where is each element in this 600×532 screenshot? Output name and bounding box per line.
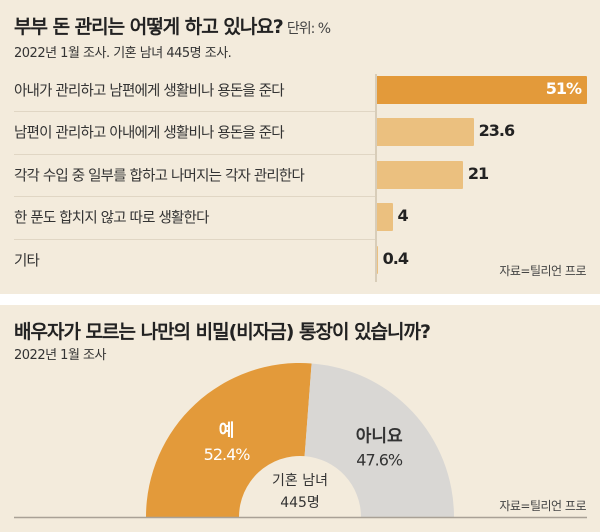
value-label: 4: [397, 206, 409, 225]
unit-label: 단위: %: [286, 21, 331, 37]
bar-row: 남편이 관리하고 아내에게 생활비나 용돈을 준다: [14, 111, 374, 153]
chart-subtitle: 2022년 1월 조사. 기혼 남녀 445명 조사.: [14, 46, 232, 61]
value-label: 23.6: [478, 121, 515, 140]
row-separator: [14, 111, 375, 112]
bar-chart-panel: 부부 돈 관리는 어떻게 하고 있나요? 단위: % 2022년 1월 조사. 기…: [0, 0, 600, 294]
source-label: 자료=틸리언 프로: [499, 499, 586, 513]
category-label: 아내가 관리하고 남편에게 생활비나 용돈을 준다: [14, 83, 285, 100]
bar-row: 기타: [14, 239, 374, 281]
value-label: 0.4: [382, 249, 409, 268]
slice-label: 아니요: [356, 427, 403, 447]
center-count: 445명: [280, 495, 320, 511]
category-label: 각각 수입 중 일부를 합하고 나머지는 각자 관리한다: [14, 168, 305, 185]
source-label: 자료=틸리언 프로: [499, 264, 586, 278]
center-label: 기혼 남녀: [272, 473, 328, 489]
slice-yes: [146, 363, 312, 517]
donut-chart-panel: 배우자가 모르는 나만의 비밀(비자금) 통장이 있습니까? 2022년 1월 …: [0, 305, 600, 532]
category-label: 기타: [14, 253, 40, 270]
axis-line: [375, 74, 377, 282]
bar: [376, 203, 393, 231]
slice-label: 예: [219, 421, 235, 441]
bar: [376, 76, 587, 104]
row-separator: [14, 154, 375, 155]
bar-row: 아내가 관리하고 남편에게 생활비나 용돈을 준다: [14, 69, 374, 111]
row-separator: [14, 239, 375, 240]
bar: [376, 118, 474, 146]
category-label: 남편이 관리하고 아내에게 생활비나 용돈을 준다: [14, 125, 285, 142]
slice-value: 47.6%: [356, 451, 403, 470]
slice-no: [304, 363, 454, 517]
category-label: 한 푼도 합치지 않고 따로 생활한다: [14, 210, 209, 227]
value-label: 21: [467, 164, 489, 183]
bar: [376, 161, 463, 189]
bar-row: 한 푼도 합치지 않고 따로 생활한다: [14, 196, 374, 238]
row-separator: [14, 196, 375, 197]
bar-row: 각각 수입 중 일부를 합하고 나머지는 각자 관리한다: [14, 154, 374, 196]
half-donut-chart: 예 52.4% 아니요 47.6% 기혼 남녀 445명: [14, 363, 587, 519]
chart-title: 부부 돈 관리는 어떻게 하고 있나요? 단위: %: [14, 16, 331, 38]
value-label: 51%: [545, 79, 582, 98]
slice-value: 52.4%: [204, 445, 251, 464]
chart-subtitle: 2022년 1월 조사: [14, 348, 106, 363]
chart-title: 배우자가 모르는 나만의 비밀(비자금) 통장이 있습니까?: [14, 321, 431, 343]
